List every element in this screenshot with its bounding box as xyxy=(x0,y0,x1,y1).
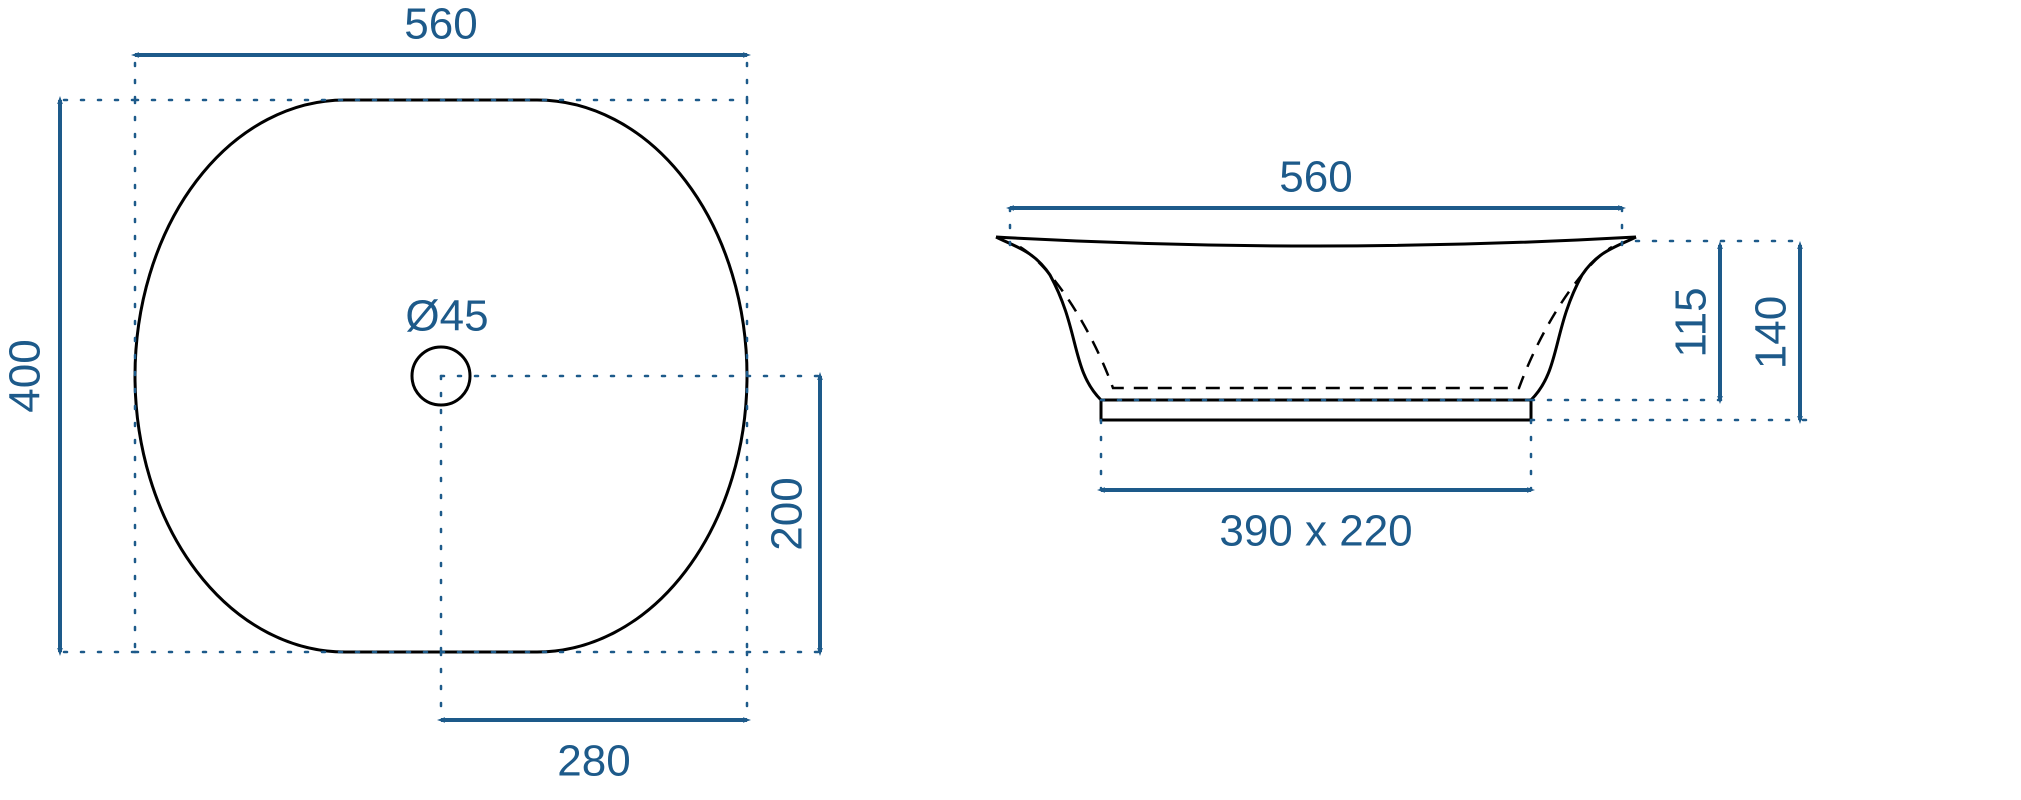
top-width-dim-label: 560 xyxy=(404,0,477,49)
side-view-foot xyxy=(1101,400,1531,420)
side-inner-h-dim-label: 115 xyxy=(1667,287,1716,357)
side-base-dim-label: 390 x 220 xyxy=(1219,507,1412,556)
side-view-outer xyxy=(996,237,1636,400)
side-width-dim-label: 560 xyxy=(1279,153,1352,202)
drawing-canvas: Ø45 560 400 280 200 560 390 x 220 115 140 xyxy=(0,0,2021,800)
drain-label: Ø45 xyxy=(405,292,488,341)
top-halfheight-dim-label: 200 xyxy=(763,477,812,550)
side-view-inner xyxy=(1020,247,1612,388)
top-halfwidth-dim-label: 280 xyxy=(557,737,630,786)
top-height-dim-label: 400 xyxy=(1,339,50,412)
side-view-rim xyxy=(996,237,1636,246)
side-outer-h-dim-label: 140 xyxy=(1747,296,1796,369)
